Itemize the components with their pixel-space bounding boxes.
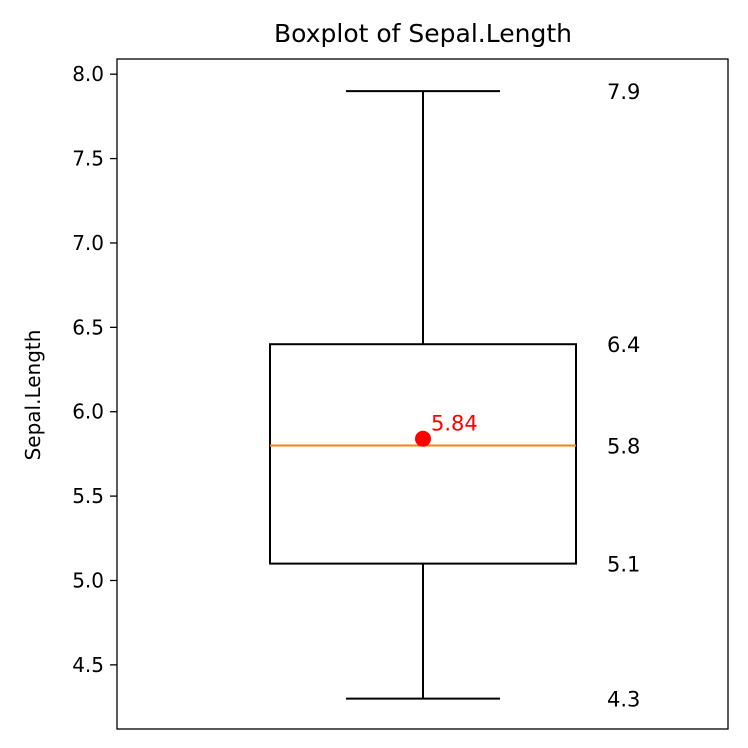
mean-marker — [415, 430, 431, 447]
iqr-box — [269, 343, 577, 565]
y-tick-label: 6.0 — [72, 400, 104, 424]
y-tick-label: 5.5 — [72, 484, 104, 508]
y-tick-label: 4.5 — [72, 653, 104, 677]
stat-labels: 7.9 6.4 5.8 5.1 4.3 — [607, 80, 640, 712]
y-axis-title: Sepal.Length — [21, 330, 45, 461]
chart-title: Boxplot of Sepal.Length — [274, 19, 572, 48]
y-tick-label: 7.5 — [72, 147, 104, 171]
y-tick-label: 6.5 — [72, 315, 104, 339]
plot-area — [116, 58, 729, 730]
min-label: 4.3 — [607, 688, 640, 712]
y-tick-label: 5.0 — [72, 568, 104, 592]
mean-label: 5.84 — [431, 412, 478, 436]
y-axis: 4.5 5.0 5.5 6.0 6.5 7.0 7.5 8.0 — [72, 62, 117, 677]
y-tick-label: 7.0 — [72, 231, 104, 255]
median-label: 5.8 — [607, 434, 640, 458]
q3-label: 6.4 — [607, 333, 640, 357]
y-tick-label: 8.0 — [72, 62, 104, 86]
box-plot: 5.84 — [269, 90, 577, 700]
max-label: 7.9 — [607, 80, 640, 104]
q1-label: 5.1 — [607, 553, 640, 577]
